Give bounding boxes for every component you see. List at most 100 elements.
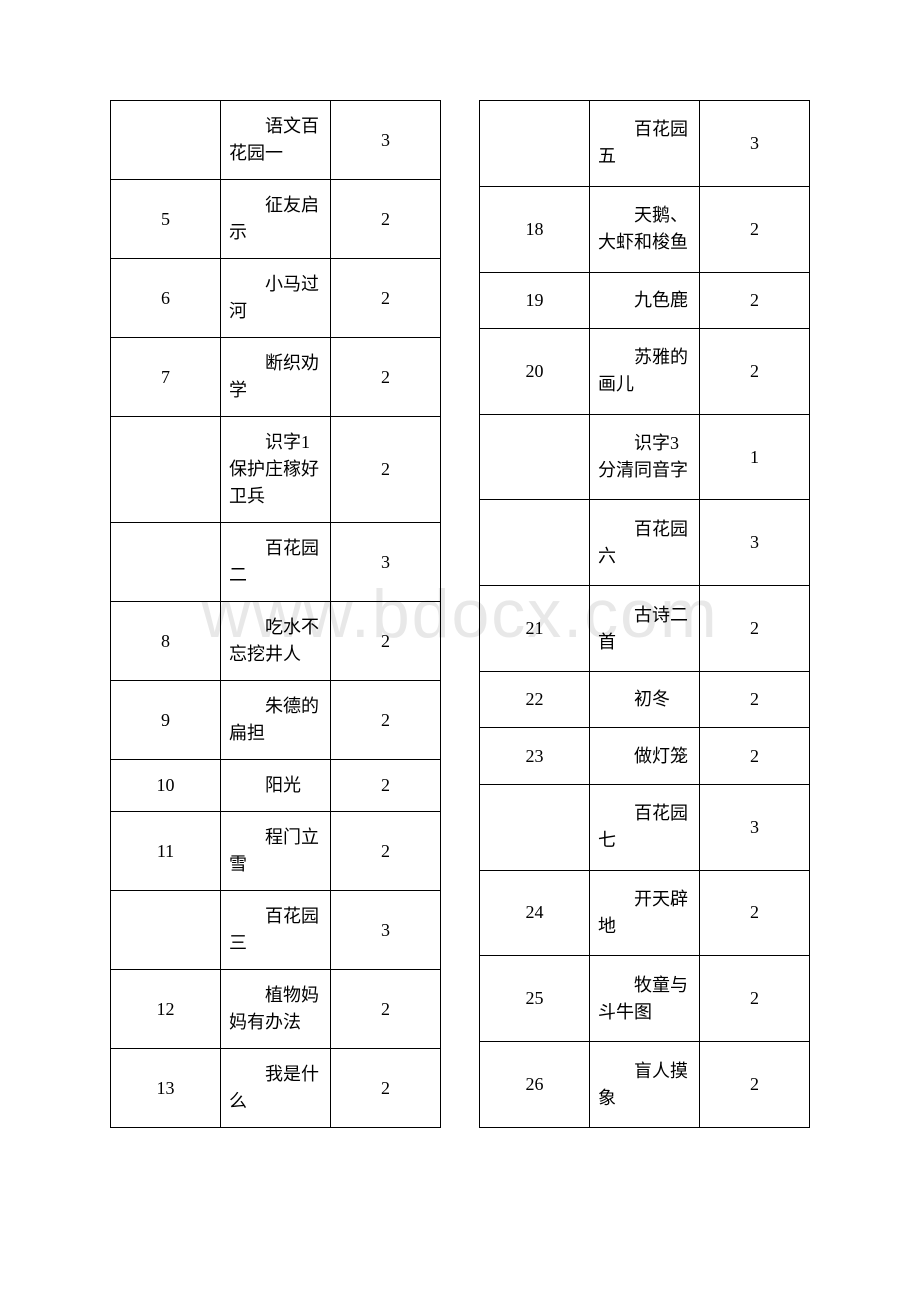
- row-title: 百花园七: [590, 784, 700, 870]
- row-count: 2: [700, 671, 810, 727]
- row-count: 2: [700, 328, 810, 414]
- row-count: 2: [331, 681, 441, 760]
- row-number: 25: [480, 956, 590, 1042]
- row-count: 2: [700, 272, 810, 328]
- table-row: 百花园三3: [111, 891, 441, 970]
- table-row: 18天鹅、大虾和梭鱼2: [480, 186, 810, 272]
- table-row: 百花园六3: [480, 500, 810, 586]
- row-title: 识字1保护庄稼好卫兵: [221, 417, 331, 523]
- row-count: 2: [331, 338, 441, 417]
- row-title: 我是什么: [221, 1049, 331, 1128]
- row-count: 2: [700, 956, 810, 1042]
- table-row: 9朱德的扁担2: [111, 681, 441, 760]
- row-number: [480, 414, 590, 500]
- row-number: [111, 101, 221, 180]
- table-row: 百花园五3: [480, 101, 810, 187]
- table-row: 23做灯笼2: [480, 728, 810, 784]
- row-title: 牧童与斗牛图: [590, 956, 700, 1042]
- row-number: [111, 417, 221, 523]
- row-number: 9: [111, 681, 221, 760]
- row-title: 初冬: [590, 671, 700, 727]
- row-count: 2: [700, 728, 810, 784]
- table-row: 13我是什么2: [111, 1049, 441, 1128]
- table-row: 识字3分清同音字1: [480, 414, 810, 500]
- row-title: 做灯笼: [590, 728, 700, 784]
- row-title: 断织劝学: [221, 338, 331, 417]
- table-row: 百花园二3: [111, 523, 441, 602]
- row-count: 2: [700, 870, 810, 956]
- row-title: 小马过河: [221, 259, 331, 338]
- row-title: 语文百花园一: [221, 101, 331, 180]
- row-count: 2: [331, 417, 441, 523]
- row-number: 18: [480, 186, 590, 272]
- row-number: 24: [480, 870, 590, 956]
- row-title: 征友启示: [221, 180, 331, 259]
- row-title: 程门立雪: [221, 812, 331, 891]
- row-number: [480, 784, 590, 870]
- row-title: 百花园二: [221, 523, 331, 602]
- row-count: 2: [331, 760, 441, 812]
- row-title: 植物妈妈有办法: [221, 970, 331, 1049]
- row-number: [111, 523, 221, 602]
- row-title: 开天辟地: [590, 870, 700, 956]
- row-title: 百花园六: [590, 500, 700, 586]
- table-row: 7断织劝学2: [111, 338, 441, 417]
- row-count: 2: [700, 186, 810, 272]
- left-table: 语文百花园一35征友启示26小马过河27断织劝学2识字1保护庄稼好卫兵2百花园二…: [110, 100, 441, 1128]
- row-count: 2: [331, 970, 441, 1049]
- row-title: 阳光: [221, 760, 331, 812]
- row-count: 1: [700, 414, 810, 500]
- row-count: 3: [331, 523, 441, 602]
- row-number: [480, 500, 590, 586]
- table-row: 20苏雅的画儿2: [480, 328, 810, 414]
- row-number: 10: [111, 760, 221, 812]
- row-title: 吃水不忘挖井人: [221, 602, 331, 681]
- row-count: 2: [331, 1049, 441, 1128]
- row-count: 3: [331, 891, 441, 970]
- table-row: 24开天辟地2: [480, 870, 810, 956]
- row-title: 朱德的扁担: [221, 681, 331, 760]
- row-number: 11: [111, 812, 221, 891]
- table-row: 25牧童与斗牛图2: [480, 956, 810, 1042]
- row-title: 苏雅的画儿: [590, 328, 700, 414]
- table-row: 5征友启示2: [111, 180, 441, 259]
- row-title: 盲人摸象: [590, 1042, 700, 1128]
- row-number: 21: [480, 586, 590, 672]
- row-count: 2: [331, 602, 441, 681]
- row-number: 12: [111, 970, 221, 1049]
- table-row: 10阳光2: [111, 760, 441, 812]
- row-count: 2: [331, 259, 441, 338]
- table-row: 22初冬2: [480, 671, 810, 727]
- row-count: 3: [700, 101, 810, 187]
- table-row: 6小马过河2: [111, 259, 441, 338]
- row-count: 3: [700, 784, 810, 870]
- row-number: 20: [480, 328, 590, 414]
- row-number: 19: [480, 272, 590, 328]
- row-title: 古诗二首: [590, 586, 700, 672]
- row-count: 3: [331, 101, 441, 180]
- table-row: 百花园七3: [480, 784, 810, 870]
- tables-wrapper: 语文百花园一35征友启示26小马过河27断织劝学2识字1保护庄稼好卫兵2百花园二…: [110, 100, 810, 1128]
- table-row: 19九色鹿2: [480, 272, 810, 328]
- row-count: 3: [700, 500, 810, 586]
- row-count: 2: [700, 586, 810, 672]
- table-row: 12植物妈妈有办法2: [111, 970, 441, 1049]
- row-number: 26: [480, 1042, 590, 1128]
- row-count: 2: [331, 812, 441, 891]
- table-row: 21古诗二首2: [480, 586, 810, 672]
- row-number: [111, 891, 221, 970]
- row-count: 2: [331, 180, 441, 259]
- row-number: 7: [111, 338, 221, 417]
- row-title: 识字3分清同音字: [590, 414, 700, 500]
- right-table: 百花园五318天鹅、大虾和梭鱼219九色鹿220苏雅的画儿2识字3分清同音字1百…: [479, 100, 810, 1128]
- row-title: 百花园五: [590, 101, 700, 187]
- table-row: 26盲人摸象2: [480, 1042, 810, 1128]
- row-number: [480, 101, 590, 187]
- table-row: 11程门立雪2: [111, 812, 441, 891]
- table-row: 识字1保护庄稼好卫兵2: [111, 417, 441, 523]
- row-number: 13: [111, 1049, 221, 1128]
- row-number: 22: [480, 671, 590, 727]
- row-number: 8: [111, 602, 221, 681]
- row-title: 天鹅、大虾和梭鱼: [590, 186, 700, 272]
- row-number: 23: [480, 728, 590, 784]
